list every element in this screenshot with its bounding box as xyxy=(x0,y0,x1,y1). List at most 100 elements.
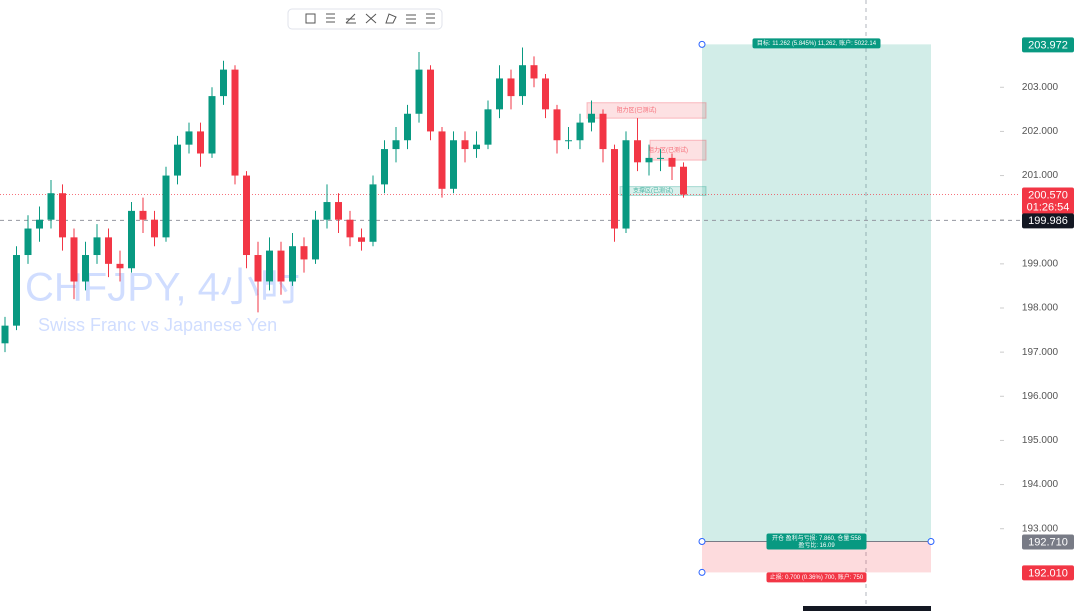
zone-label: 阻力区(已测试) xyxy=(648,146,688,154)
candle-body xyxy=(289,246,296,282)
candle-body xyxy=(530,65,538,79)
candle-body xyxy=(427,69,434,132)
price-tag xyxy=(1022,565,1074,581)
candle-body xyxy=(496,78,503,110)
price-tag-label: 192.010 xyxy=(1028,567,1068,579)
profit-zone xyxy=(702,44,931,542)
y-tick-label: 196.000 xyxy=(1022,391,1059,402)
candle-body xyxy=(24,228,32,256)
y-tick-label: 194.000 xyxy=(1022,479,1059,490)
entry-label-box xyxy=(766,533,867,550)
candle-body xyxy=(59,193,66,238)
candle-body xyxy=(484,109,492,145)
candle-body xyxy=(1,325,9,344)
tool-icon[interactable] xyxy=(345,13,356,24)
candle-body xyxy=(93,237,101,256)
zone xyxy=(586,102,707,119)
stop-label: 止损: 0.700 (0.36%) 700, 账户: 750 xyxy=(770,573,864,581)
candle-body xyxy=(438,131,446,189)
tool-icon[interactable] xyxy=(365,13,377,24)
handle xyxy=(927,538,935,546)
handle xyxy=(698,538,706,546)
candle-body xyxy=(254,255,262,282)
candle-body xyxy=(657,157,664,159)
candle-body xyxy=(220,69,227,97)
tool-icon[interactable] xyxy=(326,13,335,23)
candle-body xyxy=(668,157,676,167)
candle-body xyxy=(369,184,377,242)
y-tick-label: 193.000 xyxy=(1022,523,1059,534)
candle-body xyxy=(450,140,457,189)
candle-body xyxy=(565,140,572,142)
watermark-subtitle: Swiss Franc vs Japanese Yen xyxy=(38,315,277,335)
tool-icon[interactable] xyxy=(385,13,397,24)
candle-body xyxy=(588,113,595,123)
toolbar xyxy=(287,8,443,30)
y-tick-label: 198.000 xyxy=(1022,303,1059,314)
candle-body xyxy=(392,140,400,150)
candle-body xyxy=(680,166,687,195)
target-label-box xyxy=(752,38,881,49)
candle-body xyxy=(645,157,653,163)
candle-body xyxy=(611,149,618,229)
candle-body xyxy=(47,193,55,220)
price-tag xyxy=(1022,534,1074,550)
price-tag xyxy=(1022,213,1074,229)
candle-body xyxy=(599,113,607,150)
candle-body xyxy=(105,237,112,264)
time-tag xyxy=(803,606,931,611)
stop-label-box xyxy=(766,572,867,583)
price-tag-label: 203.972 xyxy=(1028,39,1068,51)
price-tag-label: 192.710 xyxy=(1028,536,1068,548)
zone xyxy=(649,139,707,161)
handle xyxy=(698,568,706,576)
y-tick-label: 195.000 xyxy=(1022,435,1059,446)
candle-body xyxy=(13,255,20,326)
tool-icon[interactable] xyxy=(305,13,316,24)
entry-label: 开仓 盈利与亏损: 7.860, 仓量:558 xyxy=(772,534,862,542)
ratio-label: 盈亏比: 16.09 xyxy=(798,541,835,549)
y-tick-label: 202.000 xyxy=(1022,126,1059,137)
target-label: 目标: 11.262 (5.845%) 11,262, 账户: 5022.14 xyxy=(757,39,877,47)
y-tick-label: 203.000 xyxy=(1022,82,1059,93)
candle-body xyxy=(519,65,526,97)
candle-body xyxy=(174,144,181,176)
candle-body xyxy=(185,131,193,145)
candle-body xyxy=(300,246,308,260)
y-tick-label: 197.000 xyxy=(1022,347,1059,358)
zone xyxy=(619,186,707,196)
candle-body xyxy=(323,202,331,220)
candle-body xyxy=(312,219,319,260)
handle xyxy=(698,40,706,48)
candle-body xyxy=(473,144,480,150)
tool-icon[interactable] xyxy=(406,14,416,24)
candle-body xyxy=(381,149,388,185)
price-tag xyxy=(1022,37,1074,53)
candle-body xyxy=(346,219,354,238)
candle-body xyxy=(266,250,273,282)
candle-body xyxy=(197,131,204,154)
candle-body xyxy=(36,219,43,229)
price-tag xyxy=(1022,187,1074,215)
zone-label: 支撑区(已测试) xyxy=(633,187,673,195)
candle-body xyxy=(507,78,515,97)
candle-body xyxy=(622,140,630,229)
candle-body xyxy=(139,210,147,220)
price-tag-label: 200.570 xyxy=(1028,189,1068,201)
candle-body xyxy=(415,69,423,114)
candle-body xyxy=(151,219,158,238)
candle-body xyxy=(208,96,216,154)
candle-body xyxy=(576,122,584,141)
candle-body xyxy=(461,140,469,150)
zone-label: 阻力区(已测试) xyxy=(617,106,657,114)
candle-body xyxy=(162,175,170,238)
candle-body xyxy=(404,113,411,141)
candle-body xyxy=(634,140,641,163)
candle-body xyxy=(277,250,285,282)
toolbar-frame xyxy=(287,8,443,30)
candle-body xyxy=(335,202,342,220)
tool-icon[interactable] xyxy=(426,13,435,24)
candle-body xyxy=(553,109,561,141)
countdown: 01:26:54 xyxy=(1027,201,1070,213)
